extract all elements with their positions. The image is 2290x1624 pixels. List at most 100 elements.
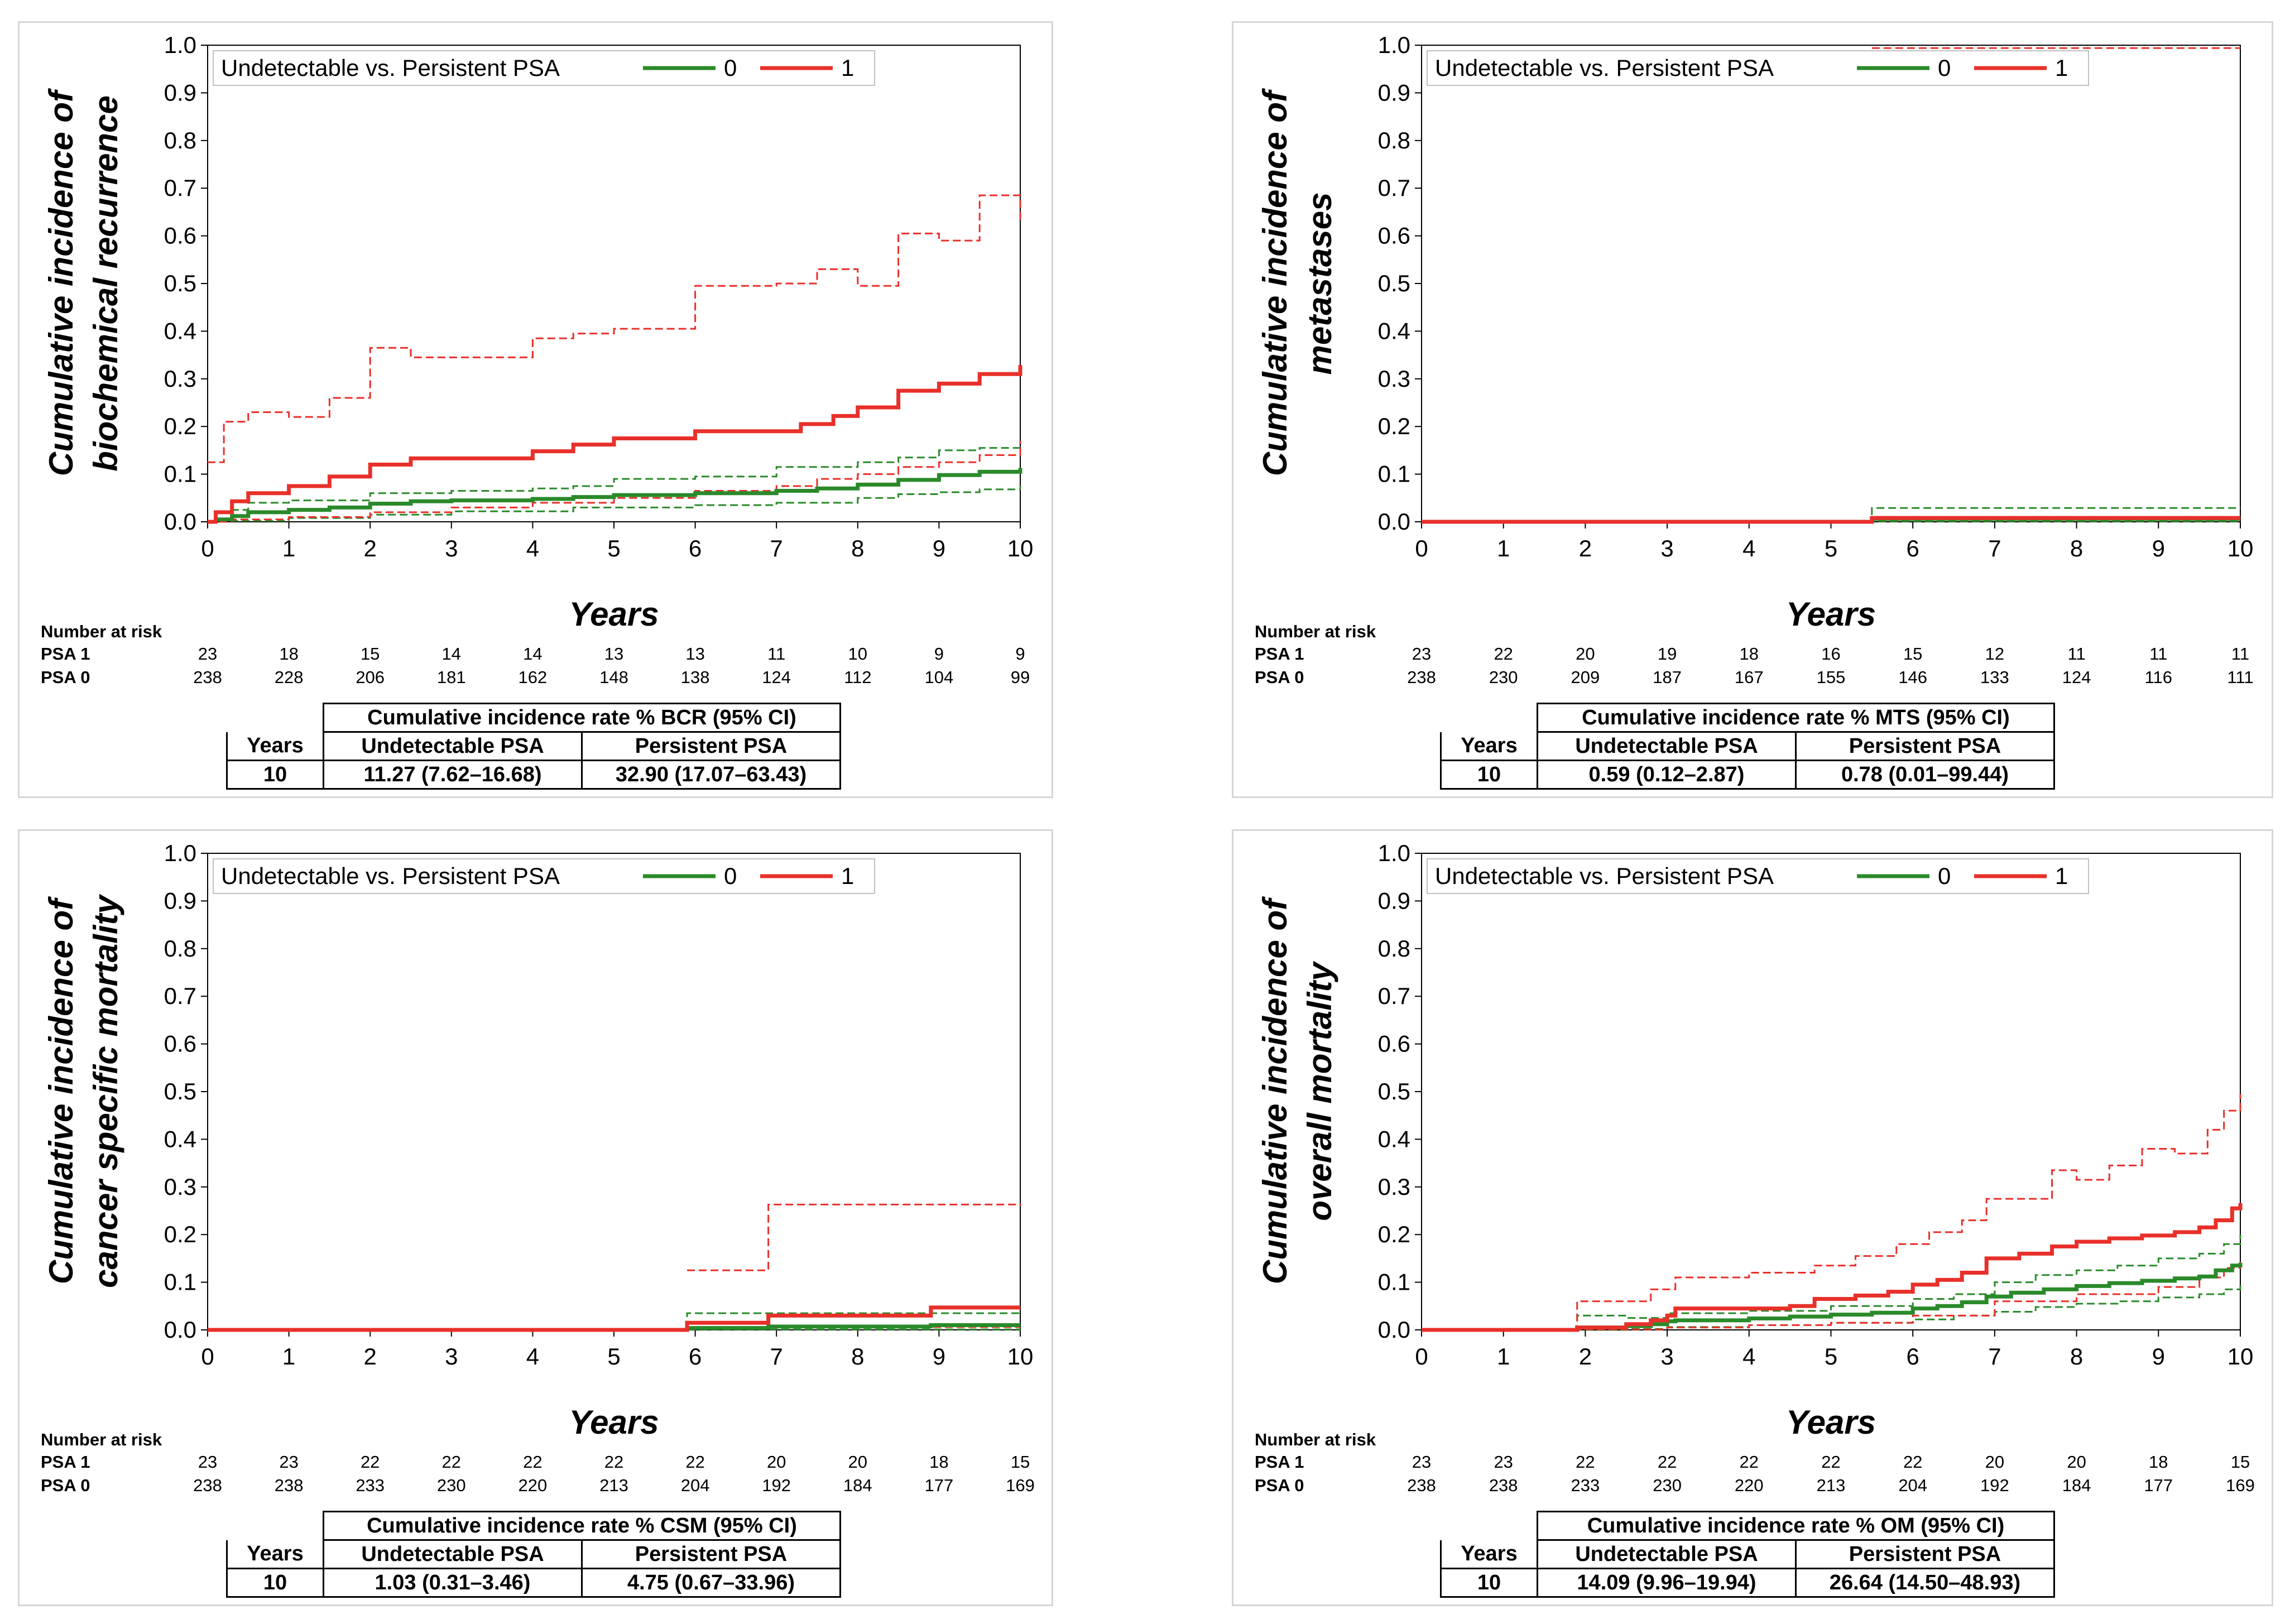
number-at-risk-title: Number at risk xyxy=(1255,1430,1376,1449)
legend-title: Undetectable vs. Persistent PSA xyxy=(221,55,560,81)
table-header: Cumulative incidence rate % BCR (95% CI) xyxy=(323,703,841,733)
risk-value: 11 xyxy=(2067,644,2086,664)
x-tick-label: 4 xyxy=(1742,535,1755,561)
risk-value: 11 xyxy=(2231,644,2250,664)
incidence-line-group-1 xyxy=(1422,1203,2243,1332)
risk-value: 15 xyxy=(360,644,380,664)
risk-value: 23 xyxy=(198,1452,218,1472)
y-axis-label-line2: metastases xyxy=(1301,193,1338,375)
chart-svg: 0.0 0.1 0.2 0.3 0.4 0.5 0.6 0.7 0.8 0.9 1.0 0 1 2 3 4 5 6… xyxy=(42,840,1033,1441)
risk-value: 213 xyxy=(599,1476,628,1495)
risk-value: 169 xyxy=(2226,1476,2255,1495)
y-axis-label-line2: cancer specific mortality xyxy=(87,894,124,1288)
risk-value: 228 xyxy=(274,667,304,687)
y-tick-label: 0.9 xyxy=(1378,887,1410,914)
y-tick-label: 0.1 xyxy=(164,1269,196,1295)
risk-value: 99 xyxy=(1010,667,1030,687)
y-tick-label: 0.8 xyxy=(1378,127,1410,153)
risk-value: 16 xyxy=(1821,644,1841,664)
legend-title: Undetectable vs. Persistent PSA xyxy=(1435,55,1774,81)
cumulative-incidence-table: Cumulative incidence rate % MTS (95% CI)… xyxy=(1440,703,2055,790)
x-tick-label: 0 xyxy=(1415,535,1428,561)
y-tick-label: 0.1 xyxy=(1378,461,1410,487)
risk-value: 230 xyxy=(1653,1476,1682,1495)
table-col-persistent: Persistent PSA xyxy=(581,731,841,761)
risk-value: 238 xyxy=(1407,1476,1436,1495)
table-cell-persistent: 0.78 (0.01–99.44) xyxy=(1795,760,2055,790)
y-tick-label: 0.3 xyxy=(164,1174,196,1200)
y-axis-label: Cumulative incidence of biochemical recur… xyxy=(42,88,124,476)
table-cell-year: 10 xyxy=(226,760,324,790)
risk-value: 116 xyxy=(2144,667,2172,687)
x-tick-label: 2 xyxy=(364,1343,377,1370)
table-corner xyxy=(1441,1511,1538,1540)
risk-value: 22 xyxy=(523,1452,543,1472)
risk-value: 15 xyxy=(1010,1452,1030,1472)
x-tick-label: 7 xyxy=(1988,535,2001,561)
table-col-undetectable: Undetectable PSA xyxy=(1537,1539,1797,1569)
x-tick-label: 8 xyxy=(2070,535,2083,561)
y-axis-label-line1: Cumulative incidence of xyxy=(42,88,80,476)
risk-value: 20 xyxy=(2067,1452,2086,1472)
risk-value: 148 xyxy=(599,667,628,687)
risk-value: 13 xyxy=(604,644,624,664)
table-col-years: Years xyxy=(226,732,324,761)
x-tick-label: 6 xyxy=(689,535,702,561)
risk-value: 104 xyxy=(924,667,954,687)
incidence-line-group-0 xyxy=(1422,1262,2243,1332)
y-tick-label: 0.2 xyxy=(1378,413,1410,439)
x-tick-label: 4 xyxy=(1742,1343,1755,1370)
risk-value: 22 xyxy=(1494,644,1513,664)
y-tick-label: 1.0 xyxy=(1378,32,1410,58)
x-tick-label: 0 xyxy=(201,1343,214,1370)
y-axis-label: Cumulative incidence of metastases xyxy=(1256,88,1338,476)
risk-value: 22 xyxy=(1657,1452,1677,1472)
table-corner xyxy=(227,1511,324,1540)
ci-line-group-1 xyxy=(687,1203,1021,1271)
x-tick-label: 3 xyxy=(445,535,458,561)
risk-value: 181 xyxy=(436,667,466,687)
y-axis-label-line1: Cumulative incidence of xyxy=(1256,896,1294,1284)
number-at-risk-title: Number at risk xyxy=(1255,622,1376,641)
legend-label-group-0: 0 xyxy=(724,863,737,889)
legend-label-group-0: 0 xyxy=(1938,863,1951,889)
y-tick-label: 1.0 xyxy=(164,840,196,866)
number-at-risk-title: Number at risk xyxy=(41,1430,162,1449)
x-tick-label: 6 xyxy=(689,1343,702,1370)
y-tick-label: 0.2 xyxy=(164,1221,196,1247)
risk-value: 177 xyxy=(2144,1476,2173,1495)
legend: Undetectable vs. Persistent PSA 0 1 xyxy=(213,50,875,86)
risk-value: 124 xyxy=(762,667,791,687)
table-col-persistent: Persistent PSA xyxy=(1795,731,2055,761)
risk-value: 22 xyxy=(1576,1452,1595,1472)
x-tick-label: 3 xyxy=(1660,535,1673,561)
risk-value: 14 xyxy=(441,644,462,664)
y-tick-label: 1.0 xyxy=(1378,840,1410,866)
risk-value: 22 xyxy=(360,1452,380,1472)
panel-metastases: 0.0 0.1 0.2 0.3 0.4 0.5 0.6 0.7 0.8 0.9 1.0 0 1 2 3 4 5 6… xyxy=(1232,21,2273,798)
y-tick-label: 0.0 xyxy=(1378,1317,1410,1343)
risk-row-name: PSA 1 xyxy=(1255,644,1304,664)
table-col-years: Years xyxy=(1440,1540,1538,1569)
risk-value: 184 xyxy=(843,1476,872,1495)
incidence-line-group-1 xyxy=(208,1305,1020,1332)
risk-value: 138 xyxy=(680,667,710,687)
risk-value: 238 xyxy=(1407,667,1436,687)
x-tick-label: 4 xyxy=(526,1343,539,1370)
risk-value: 230 xyxy=(436,1476,466,1495)
risk-value: 233 xyxy=(1571,1476,1600,1495)
ci-line-group-1 xyxy=(208,440,1021,523)
legend: Undetectable vs. Persistent PSA 0 1 xyxy=(1427,50,2089,86)
y-tick-label: 0.3 xyxy=(1378,1174,1410,1200)
risk-row-name: PSA 1 xyxy=(41,1452,90,1472)
table-cell-undetectable: 1.03 (0.31–3.46) xyxy=(323,1568,583,1598)
risk-value: 187 xyxy=(1653,667,1682,687)
risk-value: 220 xyxy=(518,1476,548,1495)
risk-value: 177 xyxy=(924,1476,954,1495)
x-tick-label: 10 xyxy=(1007,535,1034,561)
y-tick-label: 0.1 xyxy=(1378,1269,1410,1295)
x-tick-label: 7 xyxy=(770,535,783,561)
table-cell-undetectable: 0.59 (0.12–2.87) xyxy=(1537,760,1797,790)
risk-value: 133 xyxy=(1980,667,2009,687)
risk-value: 238 xyxy=(1489,1476,1518,1495)
